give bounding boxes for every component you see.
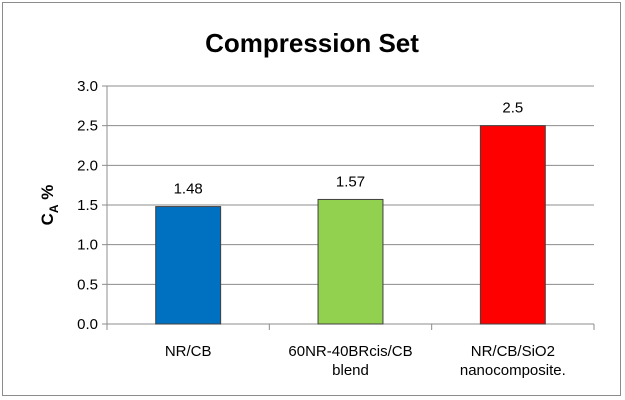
bar	[317, 198, 384, 325]
y-tick-label: 2.0	[77, 157, 98, 174]
y-tick-label: 0.0	[77, 316, 98, 333]
labels: 0.0 0.5 1.0 1.5 2.0 2.5 3.0 1.48 NR/CB 1.57 60NR-4…	[77, 78, 566, 379]
chart-title: Compression Set	[205, 28, 419, 58]
x-tick-label: blend	[332, 362, 369, 379]
y-tick-label: 1.0	[77, 237, 98, 254]
x-tick-label: nanocomposite.	[460, 362, 566, 379]
y-tick-label: 2.5	[77, 118, 98, 135]
bar	[479, 125, 546, 325]
y-tick-label: 3.0	[77, 78, 98, 95]
x-tick-label: 60NR-40BRcis/CB	[288, 343, 412, 360]
bar	[155, 206, 222, 325]
y-tick-label: 1.5	[77, 197, 98, 214]
data-label: 1.57	[336, 173, 365, 190]
x-tick-label: NR/CB/SiO2	[471, 343, 555, 360]
data-label: 1.48	[174, 181, 203, 198]
bars	[155, 125, 546, 325]
y-tick-label: 0.5	[77, 276, 98, 293]
y-axis-title: CA %	[38, 185, 61, 226]
data-label: 2.5	[502, 100, 523, 117]
x-tick-label: NR/CB	[165, 343, 212, 360]
